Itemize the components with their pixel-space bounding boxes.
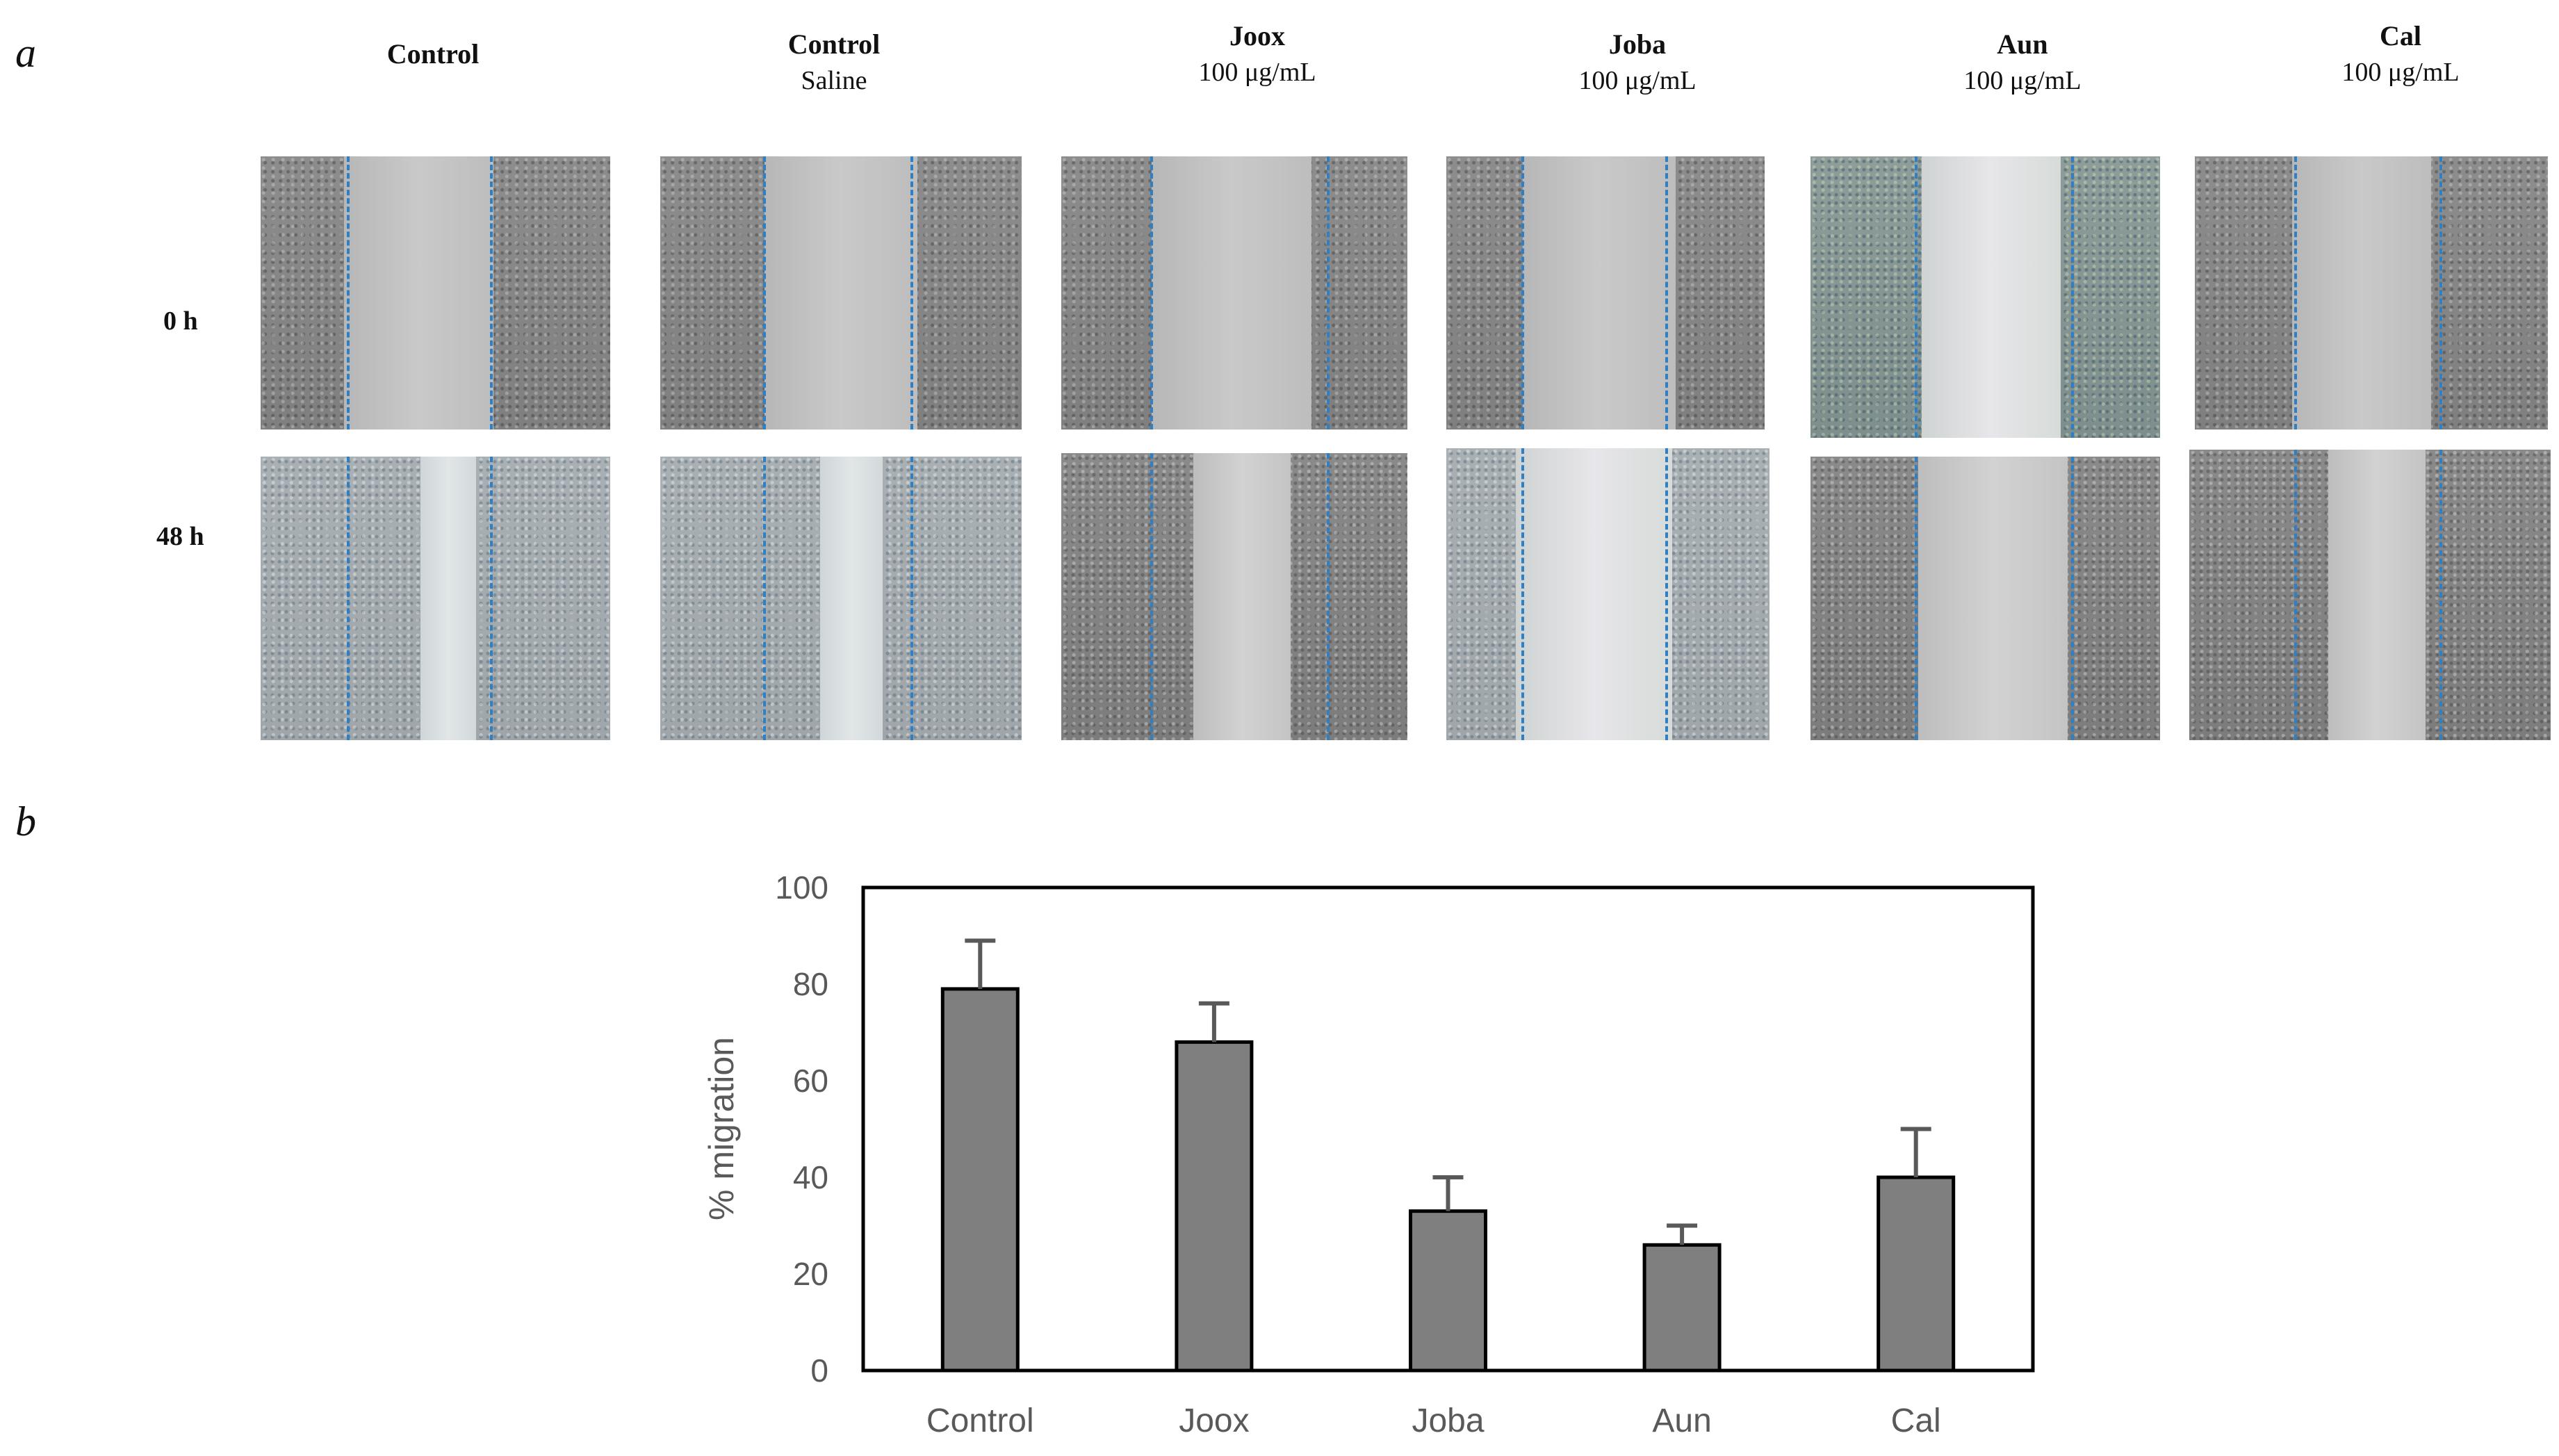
bar-joox — [1175, 1040, 1254, 1373]
guide-line — [490, 457, 493, 740]
guide-line — [1521, 448, 1524, 740]
wound-gap — [765, 156, 917, 430]
column-title: Control — [386, 38, 480, 69]
guide-line — [347, 457, 350, 740]
x-tick-label: Aun — [1652, 1402, 1711, 1439]
micrograph-joox-48h — [1061, 453, 1407, 740]
column-subtitle: 100 μg/mL — [1578, 66, 1697, 95]
y-axis-label: % migration — [702, 1037, 741, 1220]
guide-line — [2439, 450, 2442, 740]
column-header-joox: Joox 100 μg/mL — [1077, 18, 1438, 90]
wound-gap — [1922, 156, 2061, 438]
wound-gap — [2292, 156, 2431, 430]
micrograph-control-0h — [261, 156, 610, 430]
column-header-control-saline: Control Saline — [653, 26, 1015, 99]
guide-line — [1665, 448, 1668, 740]
column-header-joba: Joba 100 μg/mL — [1457, 26, 1818, 99]
micrograph-control-48h — [261, 457, 610, 740]
y-tick-label: 20 — [793, 1256, 828, 1292]
x-tick-label: Control — [926, 1402, 1034, 1439]
x-tick-label: Cal — [1891, 1402, 1941, 1439]
micrograph-control-saline-0h — [660, 156, 1022, 430]
column-subtitle: Saline — [801, 66, 867, 95]
panel-a-letter: a — [15, 30, 36, 76]
micrograph-cal-48h — [2189, 450, 2551, 740]
column-subtitle: 100 μg/mL — [1963, 66, 2082, 95]
column-header-cal: Cal 100 μg/mL — [2220, 18, 2559, 90]
wound-gap — [344, 156, 493, 430]
guide-line — [1915, 156, 1918, 438]
x-tick-label: Joba — [1412, 1402, 1484, 1439]
guide-line — [2071, 156, 2074, 438]
wound-gap — [820, 457, 883, 740]
guide-line — [1327, 156, 1330, 430]
wound-gap — [2328, 450, 2426, 740]
row-label-48h: 48 h — [156, 522, 204, 551]
guide-line — [1150, 453, 1153, 740]
guide-line — [2439, 156, 2442, 430]
bar-control — [940, 987, 1020, 1373]
column-header-aun: Aun 100 μg/mL — [1842, 26, 2203, 99]
wound-gap — [1523, 156, 1676, 430]
micrograph-cal-0h — [2195, 156, 2548, 430]
guide-line — [1327, 453, 1330, 740]
micrograph-aun-0h — [1810, 156, 2160, 438]
micrograph-joba-0h — [1446, 156, 1765, 430]
guide-line — [763, 156, 766, 430]
micrograph-joba-48h — [1446, 448, 1769, 740]
guide-line — [490, 156, 493, 430]
panel-b-letter: b — [15, 799, 36, 844]
bar-cal — [1877, 1175, 1956, 1373]
y-tick-label: 80 — [793, 966, 828, 1002]
wound-gap — [1152, 156, 1311, 430]
row-label-0h: 0 h — [163, 306, 198, 336]
guide-line — [910, 156, 913, 430]
guide-line — [763, 457, 766, 740]
y-tick-label: 40 — [793, 1159, 828, 1195]
column-title: Aun — [1997, 28, 2048, 60]
column-title: Cal — [2380, 20, 2421, 51]
micrograph-control-saline-48h — [660, 457, 1022, 740]
column-title: Control — [787, 28, 881, 60]
guide-line — [1915, 457, 1918, 740]
guide-line — [2071, 457, 2074, 740]
y-tick-label: 0 — [810, 1352, 828, 1389]
bar-joba — [1409, 1209, 1487, 1373]
guide-line — [1150, 156, 1153, 430]
column-subtitle: 100 μg/mL — [2341, 58, 2460, 87]
guide-line — [2294, 156, 2297, 430]
guide-line — [2294, 450, 2297, 740]
wound-gap — [1193, 453, 1291, 740]
micrograph-aun-48h — [1810, 457, 2160, 740]
column-subtitle: 100 μg/mL — [1198, 58, 1316, 87]
x-tick-label: Joox — [1179, 1402, 1249, 1439]
column-title: Joox — [1229, 20, 1285, 51]
column-title: Joba — [1608, 28, 1667, 60]
y-tick-label: 100 — [775, 869, 828, 906]
guide-line — [1665, 156, 1668, 430]
bar-aun — [1642, 1243, 1722, 1373]
column-header-control: Control — [252, 36, 614, 72]
guide-line — [1521, 156, 1524, 430]
wound-gap — [1516, 448, 1672, 740]
micrograph-joox-0h — [1061, 156, 1407, 430]
wound-gap — [420, 457, 476, 740]
guide-line — [910, 457, 913, 740]
guide-line — [347, 156, 350, 430]
wound-gap — [1918, 457, 2068, 740]
y-tick-label: 60 — [793, 1063, 828, 1099]
